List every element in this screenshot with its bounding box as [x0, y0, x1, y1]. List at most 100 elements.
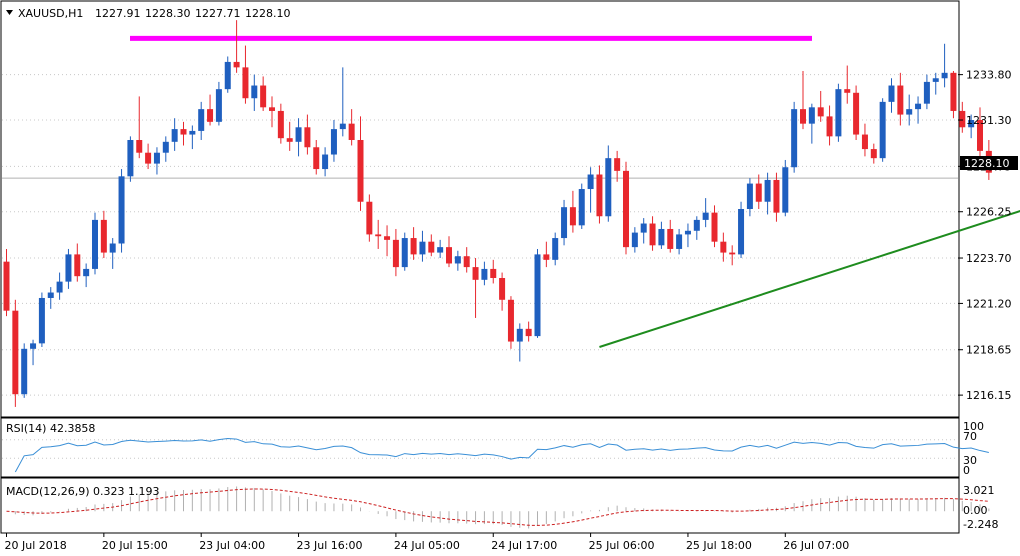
candle-body	[782, 167, 789, 213]
candle-body	[649, 223, 656, 246]
candle-body	[684, 230, 691, 235]
x-tick-label: 24 Jul 05:00	[394, 539, 460, 552]
candle-body	[817, 107, 824, 117]
candle-body	[578, 189, 585, 226]
y-tick-label: 1226.25	[966, 206, 1012, 219]
dropdown-triangle-icon[interactable]	[6, 10, 13, 15]
candle-body	[56, 281, 63, 293]
candle-body	[569, 207, 576, 226]
candle-body	[932, 78, 939, 82]
candle-body	[127, 140, 134, 177]
rsi-panel	[0, 417, 960, 478]
price-panel	[0, 0, 960, 418]
rsi-level-100: 100	[963, 420, 984, 433]
candle-body	[623, 170, 629, 248]
price-axis: 1233.801231.301228.751226.251223.701221.…	[958, 69, 1012, 402]
candle-body	[428, 241, 435, 253]
y-tick-label: 1233.80	[966, 69, 1012, 82]
candle-body	[224, 61, 231, 90]
candle-body	[330, 129, 337, 155]
candle-body	[3, 261, 10, 311]
candle-body	[853, 92, 860, 135]
candle-body	[702, 212, 709, 220]
candle-body	[800, 109, 806, 124]
candle-body	[339, 123, 346, 130]
candle-body	[348, 123, 355, 140]
candle-body	[242, 67, 249, 99]
candle-body	[233, 61, 240, 68]
candle-body	[614, 158, 621, 171]
candle-body	[499, 278, 506, 300]
candle-body	[162, 141, 169, 153]
candle-body	[711, 212, 718, 242]
candle-body	[269, 107, 275, 111]
candle-body	[171, 129, 178, 142]
candle-body	[410, 238, 417, 255]
candle-body	[83, 268, 90, 277]
candle-body	[30, 343, 37, 349]
rsi-level-0: 0	[963, 464, 970, 477]
macd-level-zero: 0.00	[963, 504, 988, 517]
x-tick-label: 20 Jul 2018	[5, 539, 67, 552]
y-tick-label: 1218.65	[966, 344, 1012, 357]
candle-body	[65, 254, 72, 282]
y-tick-label: 1221.20	[966, 297, 1012, 310]
candle-body	[198, 109, 205, 131]
candle-body	[375, 234, 382, 237]
y-tick-label: 1231.30	[966, 114, 1012, 127]
candle-body	[897, 85, 904, 115]
candle-body	[92, 219, 98, 269]
candle-body	[773, 179, 780, 213]
candle-body	[251, 85, 258, 99]
candle-body	[977, 120, 983, 151]
rsi-indicator	[2, 437, 989, 473]
candle-body	[516, 328, 523, 342]
y-tick-label: 1216.15	[966, 389, 1012, 402]
candle-body	[207, 109, 214, 122]
candle-body	[561, 207, 568, 239]
candle-body	[534, 254, 541, 337]
x-tick-label: 23 Jul 04:00	[199, 539, 265, 552]
candle-body	[764, 179, 771, 202]
candle-body	[791, 109, 798, 168]
annotations	[130, 35, 1020, 348]
ohlc-low: 1227.71	[195, 7, 241, 20]
candle-body	[738, 209, 745, 255]
ohlc-close: 1228.10	[245, 7, 291, 20]
time-axis: 20 Jul 2018 20 Jul 15:00 23 Jul 04:00 23 Ju…	[5, 533, 849, 552]
candle-body	[100, 219, 107, 253]
macd-signal-line	[6, 488, 989, 526]
candle-body	[118, 176, 125, 244]
rsi-level-70: 70	[963, 430, 977, 443]
candle-body	[808, 107, 815, 124]
candle-body	[906, 109, 913, 115]
candle-body	[446, 247, 452, 264]
candle-body	[189, 130, 196, 135]
candle-body	[861, 134, 868, 150]
candle-body	[835, 89, 842, 137]
candle-body	[437, 247, 444, 253]
candle-body	[667, 228, 674, 249]
candle-body	[923, 81, 930, 104]
candle-body	[109, 243, 116, 253]
rsi-level-30: 30	[963, 454, 977, 467]
x-tick-label: 25 Jul 06:00	[589, 539, 655, 552]
candle-body	[605, 158, 612, 217]
last-price-label: 1228.10	[964, 157, 1010, 170]
candle-body	[941, 72, 948, 79]
rsi-label: RSI(14) 42.3858	[6, 422, 95, 435]
candle-body	[47, 292, 54, 298]
candle-body	[74, 254, 81, 277]
candle-body	[12, 310, 19, 395]
candle-body	[746, 183, 753, 209]
candle-body	[844, 89, 851, 93]
candle-body	[153, 152, 160, 164]
x-tick-label: 24 Jul 17:00	[491, 539, 557, 552]
macd-level-bottom: -2.248	[963, 518, 998, 531]
candle-body	[729, 252, 736, 255]
candle-body	[552, 238, 559, 260]
y-tick-label: 1223.70	[966, 252, 1012, 265]
x-tick-label: 26 Jul 07:00	[783, 539, 849, 552]
